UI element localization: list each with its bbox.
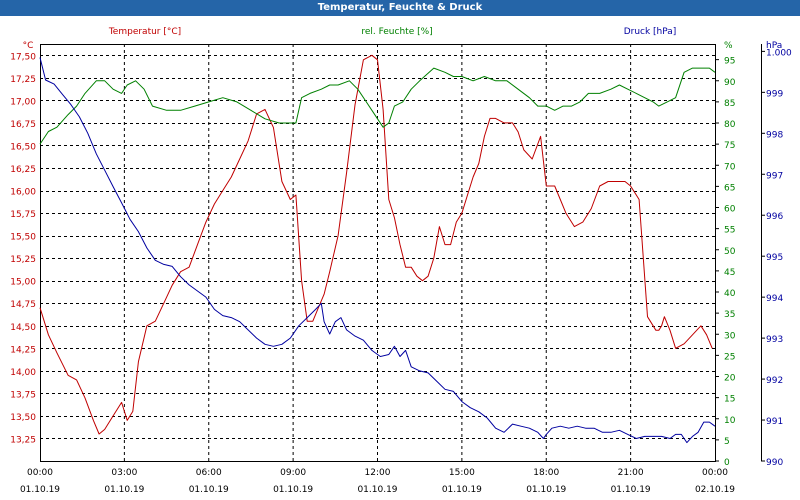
middle-axis-tick-label: 90 — [724, 78, 736, 88]
left-axis-tick-label: 15,25 — [10, 255, 36, 265]
x-tick-time-label: 09:00 — [280, 468, 306, 478]
x-tick-date-label: 01.10.19 — [611, 485, 651, 495]
middle-axis-tick-label: 35 — [724, 310, 735, 320]
left-axis-tick-label: 17,25 — [10, 75, 36, 85]
middle-axis-tick-label: 45 — [724, 268, 735, 278]
x-tick-date-label: 01.10.19 — [273, 485, 313, 495]
left-axis-tick-label: 16,00 — [10, 188, 36, 198]
middle-axis-tick-label: 40 — [724, 289, 736, 299]
x-tick-time-label: 15:00 — [449, 468, 475, 478]
x-tick-date-label: 01.10.19 — [20, 485, 60, 495]
series-line-middle — [39, 67, 716, 145]
right-axis-tick-label: 990 — [766, 458, 783, 468]
middle-axis-tick-label: 80 — [724, 120, 736, 130]
left-axis-tick-label: 14,75 — [10, 300, 36, 310]
middle-axis-label: rel. Feuchte [%] — [361, 27, 432, 37]
x-tick-time-label: 00:00 — [702, 468, 728, 478]
x-tick-date-label: 01.10.19 — [104, 485, 144, 495]
x-tick-date-label: 02.10.19 — [695, 485, 735, 495]
left-axis-tick-label: 13,75 — [10, 390, 36, 400]
middle-axis-tick-label: 10 — [724, 416, 736, 426]
middle-axis-tick-label: 50 — [724, 247, 736, 257]
series-line-left — [39, 54, 713, 435]
left-axis-tick-label: 16,75 — [10, 120, 36, 130]
left-axis-tick-label: 16,25 — [10, 165, 36, 175]
window-title: Temperatur, Feuchte & Druck — [0, 0, 800, 16]
plot-area — [40, 44, 715, 461]
right-axis-label: Druck [hPa] — [624, 27, 677, 37]
right-axis-tick-label: 998 — [766, 130, 783, 140]
left-axis-tick-label: 14,00 — [10, 368, 36, 378]
middle-axis-tick-label: 0 — [724, 458, 730, 468]
right-axis-tick-label: 999 — [766, 89, 783, 99]
middle-axis-tick-label: 55 — [724, 226, 735, 236]
right-axis-tick-label: 995 — [766, 253, 783, 263]
series-line-right — [39, 57, 716, 444]
middle-axis-unit: % — [724, 41, 733, 51]
x-tick-date-label: 01.10.19 — [357, 485, 397, 495]
right-axis-tick-label: 991 — [766, 417, 783, 427]
x-tick-time-label: 06:00 — [196, 468, 222, 478]
left-axis-tick-label: 17,50 — [10, 52, 36, 62]
left-axis-tick-label: 15,75 — [10, 210, 36, 220]
middle-axis-tick-label: 60 — [724, 205, 736, 215]
x-tick-date-label: 01.10.19 — [189, 485, 229, 495]
middle-axis-tick-label: 30 — [724, 331, 736, 341]
x-tick-time-label: 18:00 — [533, 468, 559, 478]
middle-axis-tick-label: 65 — [724, 183, 735, 193]
middle-axis-tick-label: 20 — [724, 374, 736, 384]
right-axis-tick-label: 994 — [766, 294, 783, 304]
plot-frame — [40, 44, 716, 462]
left-axis-label: Temperatur [°C] — [108, 27, 181, 37]
x-tick-time-label: 00:00 — [27, 468, 53, 478]
middle-axis-tick-label: 70 — [724, 162, 736, 172]
left-axis-tick-label: 16,50 — [10, 142, 36, 152]
chart: 13,25 13,50 13,75 14,00 14,25 14,50 14,75 15,00… — [10, 27, 792, 495]
x-tick-date-label: 01.10.19 — [526, 485, 566, 495]
left-axis-tick-label: 17,00 — [10, 97, 36, 107]
right-axis-tick-label: 1.000 — [766, 48, 792, 58]
x-tick-time-label: 21:00 — [618, 468, 644, 478]
middle-axis-tick-label: 85 — [724, 99, 735, 109]
left-axis-tick-label: 14,25 — [10, 345, 36, 355]
left-axis-tick-label: 15,00 — [10, 278, 36, 288]
right-axis-tick-label: 993 — [766, 335, 783, 345]
middle-axis-tick-label: 15 — [724, 395, 735, 405]
middle-axis-tick-label: 95 — [724, 57, 735, 67]
right-axis-tick-label: 992 — [766, 376, 783, 386]
left-axis-tick-label: 13,25 — [10, 435, 36, 445]
middle-axis-tick-label: 25 — [724, 352, 735, 362]
right-axis-tick-label: 996 — [766, 212, 783, 222]
middle-axis-tick-label: 75 — [724, 141, 735, 151]
x-tick-time-label: 03:00 — [111, 468, 137, 478]
right-axis-tick-label: 997 — [766, 171, 783, 181]
x-tick-date-label: 01.10.19 — [442, 485, 482, 495]
left-axis-tick-label: 14,50 — [10, 323, 36, 333]
middle-axis-tick-label: 5 — [724, 437, 730, 447]
right-axis-unit: hPa — [766, 41, 782, 51]
left-axis-unit: °C — [23, 41, 34, 51]
x-tick-time-label: 12:00 — [365, 468, 391, 478]
left-axis-tick-label: 15,50 — [10, 233, 36, 243]
left-axis-tick-label: 13,50 — [10, 413, 36, 423]
